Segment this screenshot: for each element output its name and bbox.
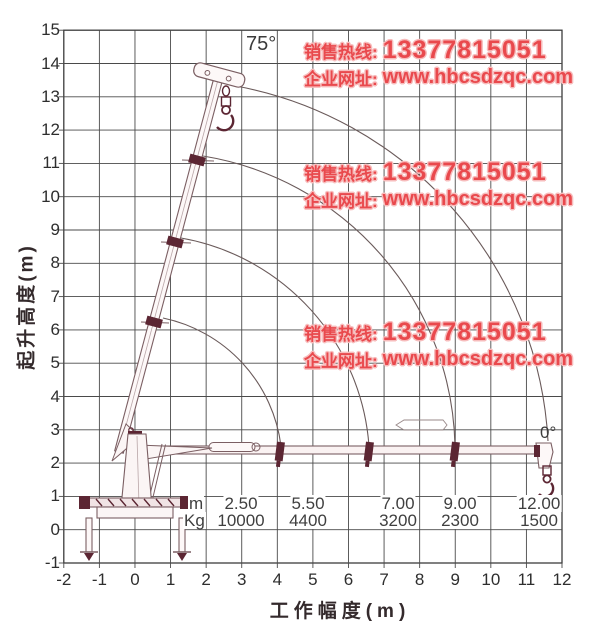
load-table-radius: 7.00 bbox=[380, 494, 416, 513]
x-tick-label: 10 bbox=[481, 570, 501, 589]
y-tick-label: 1 bbox=[50, 486, 60, 506]
boom-arc-1 bbox=[162, 317, 282, 447]
boom-horizontal bbox=[147, 419, 555, 498]
y-tick-label: 2 bbox=[50, 453, 60, 473]
watermark-block: 销售热线: 13377815051 企业网址: www.hbcsdzqc.com bbox=[304, 318, 573, 372]
boom-head-plate bbox=[193, 62, 246, 88]
y-tick-label: 13 bbox=[41, 86, 60, 106]
jib-cylinder bbox=[395, 419, 448, 431]
x-tick-label: 2 bbox=[201, 570, 211, 589]
watermark-block: 销售热线: 13377815051 企业网址: www.hbcsdzqc.com bbox=[304, 36, 573, 90]
y-tick-label: 0 bbox=[50, 519, 60, 539]
y-tick-label: 3 bbox=[50, 419, 60, 439]
boom-tip-bracket bbox=[535, 442, 554, 469]
x-tick-label: 9 bbox=[450, 570, 460, 589]
hook-icon-raised bbox=[216, 85, 235, 132]
x-tick-label: 5 bbox=[308, 570, 318, 589]
boom-collars bbox=[140, 153, 215, 329]
boom-angle-max-label: 75° bbox=[246, 33, 277, 55]
website-label: 企业网址: bbox=[304, 192, 378, 211]
hotline-number: 13377815051 bbox=[382, 158, 547, 186]
load-table-radius: 5.50 bbox=[290, 494, 326, 513]
y-tick-label: 15 bbox=[41, 20, 60, 40]
x-tick-label: 8 bbox=[414, 570, 425, 589]
x-tick-label: 7 bbox=[379, 570, 389, 589]
y-tick-label: 12 bbox=[41, 120, 60, 140]
y-tick-label: 8 bbox=[50, 253, 60, 273]
x-tick-label: 11 bbox=[517, 570, 536, 589]
x-axis-title: 工作幅度(m) bbox=[269, 601, 411, 622]
website-label: 企业网址: bbox=[304, 70, 378, 89]
boom-arc-3 bbox=[202, 155, 456, 447]
load-table-capacity: 2300 bbox=[440, 511, 480, 530]
boom-sweep-arcs bbox=[162, 85, 549, 447]
hotline-number: 13377815051 bbox=[382, 36, 547, 64]
website-label: 企业网址: bbox=[304, 352, 378, 371]
x-tick-label: 6 bbox=[343, 570, 354, 589]
y-axis-title: 起升高度(m) bbox=[16, 243, 38, 370]
x-tick-label: 4 bbox=[272, 570, 283, 589]
y-tick-label: 10 bbox=[41, 186, 60, 206]
website-url: www.hbcsdzqc.com bbox=[382, 66, 574, 88]
load-table-capacity: 3200 bbox=[378, 511, 418, 530]
x-tick-label: 0 bbox=[130, 570, 140, 589]
load-table-radius-unit: m bbox=[188, 494, 205, 513]
sub-frame bbox=[96, 506, 174, 519]
hotline-label: 销售热线: bbox=[304, 43, 378, 62]
boom-arc-2 bbox=[180, 237, 370, 447]
crane-base bbox=[79, 433, 191, 561]
boom-raised bbox=[114, 62, 246, 454]
y-tick-label: 11 bbox=[42, 153, 60, 173]
y-tick-label: -1 bbox=[44, 553, 60, 572]
beam-hatching bbox=[95, 498, 175, 507]
load-table-radius: 2.50 bbox=[223, 494, 259, 513]
load-table-capacity: 1500 bbox=[519, 511, 559, 530]
hotline-label: 销售热线: bbox=[304, 325, 378, 344]
x-tick-label: 3 bbox=[236, 570, 247, 589]
y-tick-label: 7 bbox=[50, 286, 60, 306]
y-tick-label: 14 bbox=[41, 53, 60, 73]
hotline-label: 销售热线: bbox=[304, 165, 378, 184]
hotline-number: 13377815051 bbox=[382, 318, 547, 346]
hook-icon bbox=[538, 465, 555, 498]
load-table-radius: 12.00 bbox=[516, 494, 562, 513]
y-tick-label: 5 bbox=[50, 353, 60, 373]
website-url: www.hbcsdzqc.com bbox=[382, 188, 574, 210]
x-tick-label: 1 bbox=[165, 570, 176, 589]
boom-section-joints bbox=[274, 441, 460, 468]
load-table-capacity: 10000 bbox=[216, 511, 266, 530]
y-tick-label: 6 bbox=[50, 319, 60, 339]
outrigger-legs bbox=[80, 517, 191, 561]
boom-arc-outer bbox=[235, 85, 549, 442]
boom-angle-min-label: 0° bbox=[540, 423, 557, 442]
y-tick-label: 4 bbox=[50, 386, 60, 406]
x-tick-label: -1 bbox=[91, 570, 107, 589]
x-tick-label: -2 bbox=[56, 570, 72, 589]
load-table-radius: 9.00 bbox=[442, 494, 478, 513]
y-tick-label: 9 bbox=[50, 220, 60, 239]
load-table-capacity: 4400 bbox=[288, 511, 328, 530]
x-tick-label: 12 bbox=[552, 570, 572, 589]
extension-cylinder bbox=[208, 442, 256, 452]
load-table-capacity-unit: Kg bbox=[183, 511, 206, 530]
watermark-block: 销售热线: 13377815051 企业网址: www.hbcsdzqc.com bbox=[304, 158, 573, 212]
website-url: www.hbcsdzqc.com bbox=[382, 348, 574, 370]
